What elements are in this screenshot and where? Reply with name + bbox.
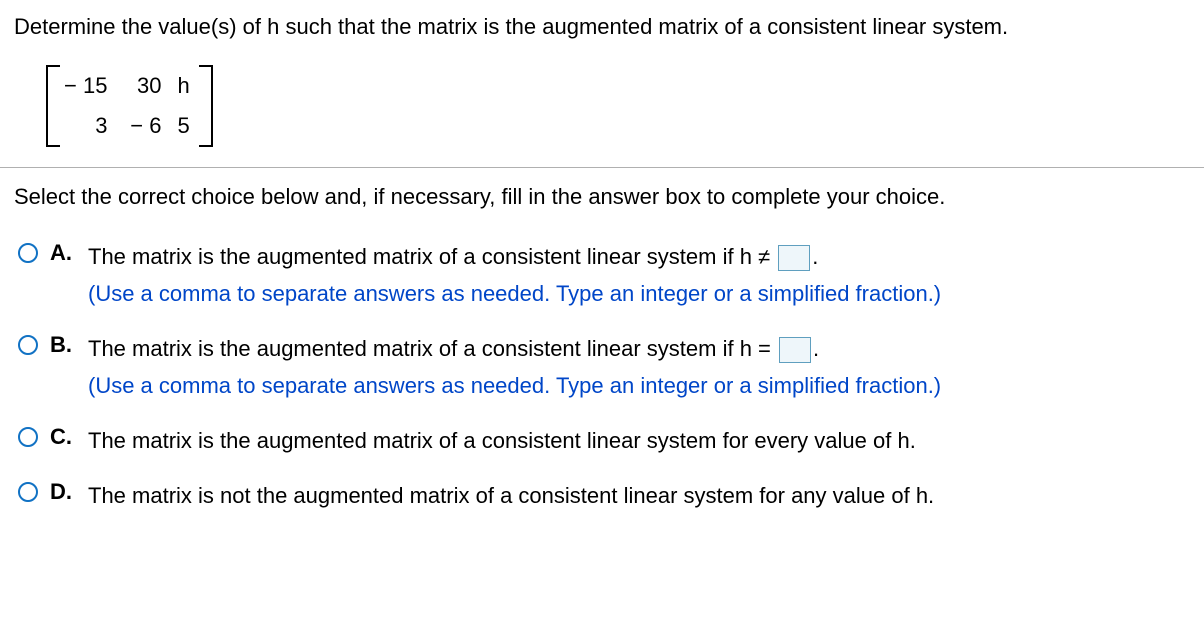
matrix-cell: 3 [69, 113, 107, 139]
choice-body-b: The matrix is the augmented matrix of a … [88, 332, 1190, 402]
matrix-right-bracket [199, 65, 213, 147]
matrix-cell: − 6 [123, 113, 161, 139]
augmented-matrix: − 15 30 h 3 − 6 5 [46, 63, 1190, 149]
choice-c[interactable]: C. The matrix is the augmented matrix of… [18, 424, 1190, 457]
choice-d-text: The matrix is not the augmented matrix o… [88, 483, 934, 508]
matrix-cell: h [177, 73, 195, 99]
matrix-cell: − 15 [64, 73, 107, 99]
choice-d[interactable]: D. The matrix is not the augmented matri… [18, 479, 1190, 512]
matrix-body: − 15 30 h 3 − 6 5 [60, 63, 199, 149]
answer-choices: A. The matrix is the augmented matrix of… [18, 240, 1190, 512]
matrix-cell: 5 [177, 113, 195, 139]
radio-b[interactable] [18, 335, 38, 355]
matrix-cell: 30 [123, 73, 161, 99]
choice-b-hint: (Use a comma to separate answers as need… [88, 369, 1190, 402]
choice-body-d: The matrix is not the augmented matrix o… [88, 479, 1190, 512]
instruction-text: Select the correct choice below and, if … [14, 184, 1190, 210]
choice-b-text-before: The matrix is the augmented matrix of a … [88, 336, 777, 361]
choice-a-text-after: . [812, 244, 818, 269]
choice-label-b: B. [50, 332, 76, 358]
radio-c[interactable] [18, 427, 38, 447]
matrix-row-1: − 15 30 h [64, 73, 195, 99]
choice-a[interactable]: A. The matrix is the augmented matrix of… [18, 240, 1190, 310]
choice-b[interactable]: B. The matrix is the augmented matrix of… [18, 332, 1190, 402]
section-divider [0, 167, 1204, 168]
choice-body-c: The matrix is the augmented matrix of a … [88, 424, 1190, 457]
choice-label-d: D. [50, 479, 76, 505]
choice-b-text-after: . [813, 336, 819, 361]
choice-body-a: The matrix is the augmented matrix of a … [88, 240, 1190, 310]
choice-c-text: The matrix is the augmented matrix of a … [88, 428, 916, 453]
choice-a-text-before: The matrix is the augmented matrix of a … [88, 244, 776, 269]
radio-d[interactable] [18, 482, 38, 502]
question-text: Determine the value(s) of h such that th… [14, 12, 1190, 43]
matrix-row-2: 3 − 6 5 [64, 113, 195, 139]
radio-a[interactable] [18, 243, 38, 263]
answer-box-a[interactable] [778, 245, 810, 271]
answer-box-b[interactable] [779, 337, 811, 363]
matrix-left-bracket [46, 65, 60, 147]
choice-a-hint: (Use a comma to separate answers as need… [88, 277, 1190, 310]
choice-label-a: A. [50, 240, 76, 266]
choice-label-c: C. [50, 424, 76, 450]
